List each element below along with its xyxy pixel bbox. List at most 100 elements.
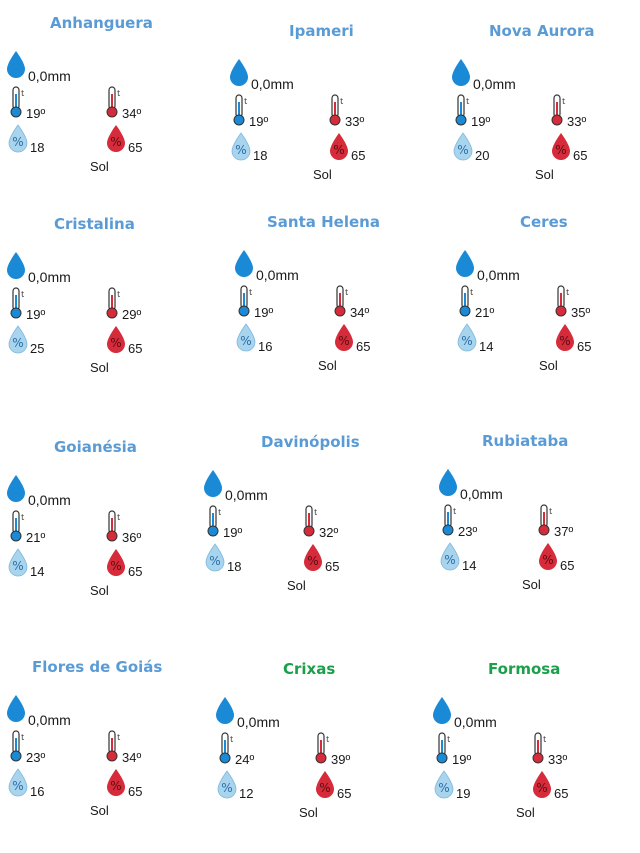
svg-text:%: % [12, 336, 23, 350]
water-drop-icon [6, 694, 26, 722]
max-humidity: 65 [573, 148, 588, 163]
min-humidity: 18 [227, 559, 242, 574]
water-drop-icon [203, 469, 223, 497]
svg-text:t: t [562, 97, 566, 106]
humidity-drop-max-icon: % [106, 548, 126, 576]
city-name: Ipameri [289, 22, 354, 40]
max-temperature: 32º [319, 525, 339, 540]
svg-text:%: % [307, 554, 318, 568]
min-humidity: 20 [475, 148, 490, 163]
city-name: Ceres [520, 213, 568, 231]
weather-condition: Sol [287, 578, 306, 593]
svg-text:%: % [209, 554, 220, 568]
svg-text:%: % [333, 143, 344, 157]
city-name: Anhanguera [50, 14, 153, 32]
city-forecast-card: Davinópolis 0,0mm t 19º t 32º% 18% 65 Sol [203, 433, 403, 608]
water-drop-icon [432, 696, 452, 724]
min-humidity: 19 [456, 786, 471, 801]
svg-text:t: t [117, 513, 121, 522]
thermometer-max-icon: t [106, 730, 124, 762]
thermometer-min-icon: t [233, 94, 251, 126]
min-humidity: 16 [30, 784, 45, 799]
thermometer-min-icon: t [10, 86, 28, 118]
svg-text:t: t [340, 97, 344, 106]
humidity-drop-min-icon: % [236, 323, 256, 352]
svg-text:t: t [21, 733, 25, 742]
weather-condition: Sol [522, 577, 541, 592]
max-humidity: 65 [337, 786, 352, 801]
rainfall-value: 0,0mm [251, 76, 294, 92]
humidity-drop-min-icon: % [8, 325, 28, 354]
weather-condition: Sol [539, 358, 558, 373]
water-drop-icon [438, 468, 458, 496]
thermometer-max-icon: t [106, 86, 124, 118]
water-drop-icon [6, 50, 26, 78]
svg-text:t: t [453, 507, 457, 516]
thermometer-min-icon: t [219, 732, 237, 764]
city-forecast-card: Santa Helena 0,0mm t 19º t 34º% 16% 65 Sol [234, 213, 434, 388]
rainfall-value: 0,0mm [460, 486, 503, 502]
svg-text:%: % [319, 781, 330, 795]
humidity-drop-max-icon: % [551, 132, 571, 160]
rainfall-value: 0,0mm [237, 714, 280, 730]
city-name: Davinópolis [261, 433, 360, 451]
thermometer-max-icon: t [329, 94, 347, 126]
rainfall-value: 0,0mm [454, 714, 497, 730]
svg-text:%: % [536, 781, 547, 795]
svg-text:%: % [559, 334, 570, 348]
rainfall-value: 0,0mm [256, 267, 299, 283]
city-name: Flores de Goiás [32, 658, 163, 676]
humidity-drop-min-icon: % [8, 548, 28, 577]
min-humidity: 14 [462, 558, 477, 573]
water-drop-icon [215, 696, 235, 724]
max-temperature: 34º [350, 305, 370, 320]
water-drop-icon [455, 249, 475, 277]
svg-text:t: t [543, 735, 547, 744]
water-drop-icon [451, 58, 471, 86]
svg-text:t: t [21, 89, 25, 98]
weather-condition: Sol [535, 167, 554, 182]
thermometer-max-icon: t [315, 732, 333, 764]
city-name: Cristalina [54, 215, 135, 233]
water-drop-icon [6, 474, 26, 502]
humidity-drop-max-icon: % [329, 132, 349, 160]
svg-text:%: % [235, 143, 246, 157]
weather-condition: Sol [313, 167, 332, 182]
thermometer-min-icon: t [455, 94, 473, 126]
thermometer-min-icon: t [436, 732, 454, 764]
weather-condition: Sol [90, 360, 109, 375]
water-drop-icon [6, 251, 26, 279]
svg-text:%: % [110, 135, 121, 149]
max-humidity: 65 [554, 786, 569, 801]
max-temperature: 34º [122, 106, 142, 121]
min-temperature: 24º [235, 752, 255, 767]
humidity-drop-min-icon: % [217, 770, 237, 799]
city-forecast-card: Flores de Goiás 0,0mm t 23º t 34º% 16% 65 Sol [6, 658, 206, 833]
svg-text:%: % [444, 553, 455, 567]
humidity-drop-min-icon: % [434, 770, 454, 799]
humidity-drop-min-icon: % [457, 323, 477, 352]
min-temperature: 19º [26, 307, 46, 322]
min-humidity: 18 [253, 148, 268, 163]
city-name: Rubiataba [482, 432, 569, 450]
max-humidity: 65 [560, 558, 575, 573]
min-temperature: 19º [471, 114, 491, 129]
min-temperature: 23º [26, 750, 46, 765]
min-humidity: 14 [30, 564, 45, 579]
min-humidity: 25 [30, 341, 45, 356]
rainfall-value: 0,0mm [28, 269, 71, 285]
svg-text:t: t [244, 97, 248, 106]
svg-text:t: t [549, 507, 553, 516]
max-temperature: 37º [554, 524, 574, 539]
thermometer-min-icon: t [238, 285, 256, 317]
humidity-drop-max-icon: % [334, 323, 354, 351]
svg-text:%: % [110, 559, 121, 573]
svg-text:t: t [117, 733, 121, 742]
water-drop-icon [234, 249, 254, 277]
city-name: Goianésia [54, 438, 137, 456]
thermometer-max-icon: t [532, 732, 550, 764]
thermometer-max-icon: t [555, 285, 573, 317]
svg-text:t: t [566, 288, 570, 297]
weather-condition: Sol [90, 583, 109, 598]
weather-condition: Sol [516, 805, 535, 820]
